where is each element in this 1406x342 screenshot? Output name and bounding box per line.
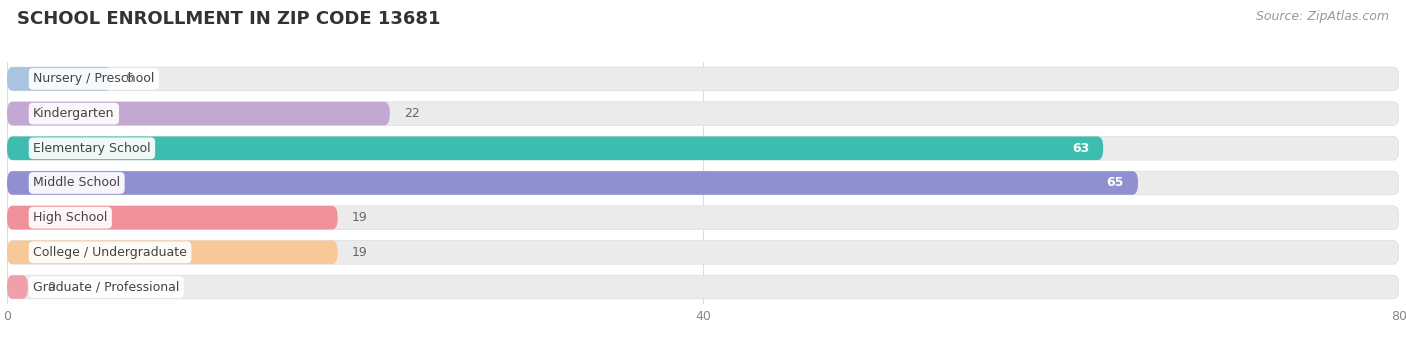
FancyBboxPatch shape [7, 240, 1399, 264]
FancyBboxPatch shape [7, 206, 1399, 229]
Text: 22: 22 [404, 107, 419, 120]
Text: 19: 19 [352, 246, 367, 259]
Text: 0: 0 [46, 280, 55, 293]
Text: Kindergarten: Kindergarten [34, 107, 115, 120]
Text: High School: High School [34, 211, 107, 224]
Text: Source: ZipAtlas.com: Source: ZipAtlas.com [1256, 10, 1389, 23]
Text: 65: 65 [1107, 176, 1123, 189]
Text: 19: 19 [352, 211, 367, 224]
FancyBboxPatch shape [7, 102, 389, 126]
FancyBboxPatch shape [7, 275, 1399, 299]
FancyBboxPatch shape [7, 67, 1399, 91]
Text: Graduate / Professional: Graduate / Professional [34, 280, 180, 293]
FancyBboxPatch shape [7, 102, 1399, 126]
Text: Nursery / Preschool: Nursery / Preschool [34, 73, 155, 86]
FancyBboxPatch shape [7, 171, 1137, 195]
Text: Elementary School: Elementary School [34, 142, 150, 155]
Text: College / Undergraduate: College / Undergraduate [34, 246, 187, 259]
FancyBboxPatch shape [7, 136, 1399, 160]
Text: Middle School: Middle School [34, 176, 121, 189]
FancyBboxPatch shape [7, 67, 111, 91]
FancyBboxPatch shape [7, 171, 1399, 195]
Text: SCHOOL ENROLLMENT IN ZIP CODE 13681: SCHOOL ENROLLMENT IN ZIP CODE 13681 [17, 10, 440, 28]
Text: 6: 6 [125, 73, 134, 86]
FancyBboxPatch shape [7, 206, 337, 229]
FancyBboxPatch shape [7, 136, 1104, 160]
FancyBboxPatch shape [7, 240, 337, 264]
Text: 63: 63 [1071, 142, 1090, 155]
FancyBboxPatch shape [7, 275, 28, 299]
